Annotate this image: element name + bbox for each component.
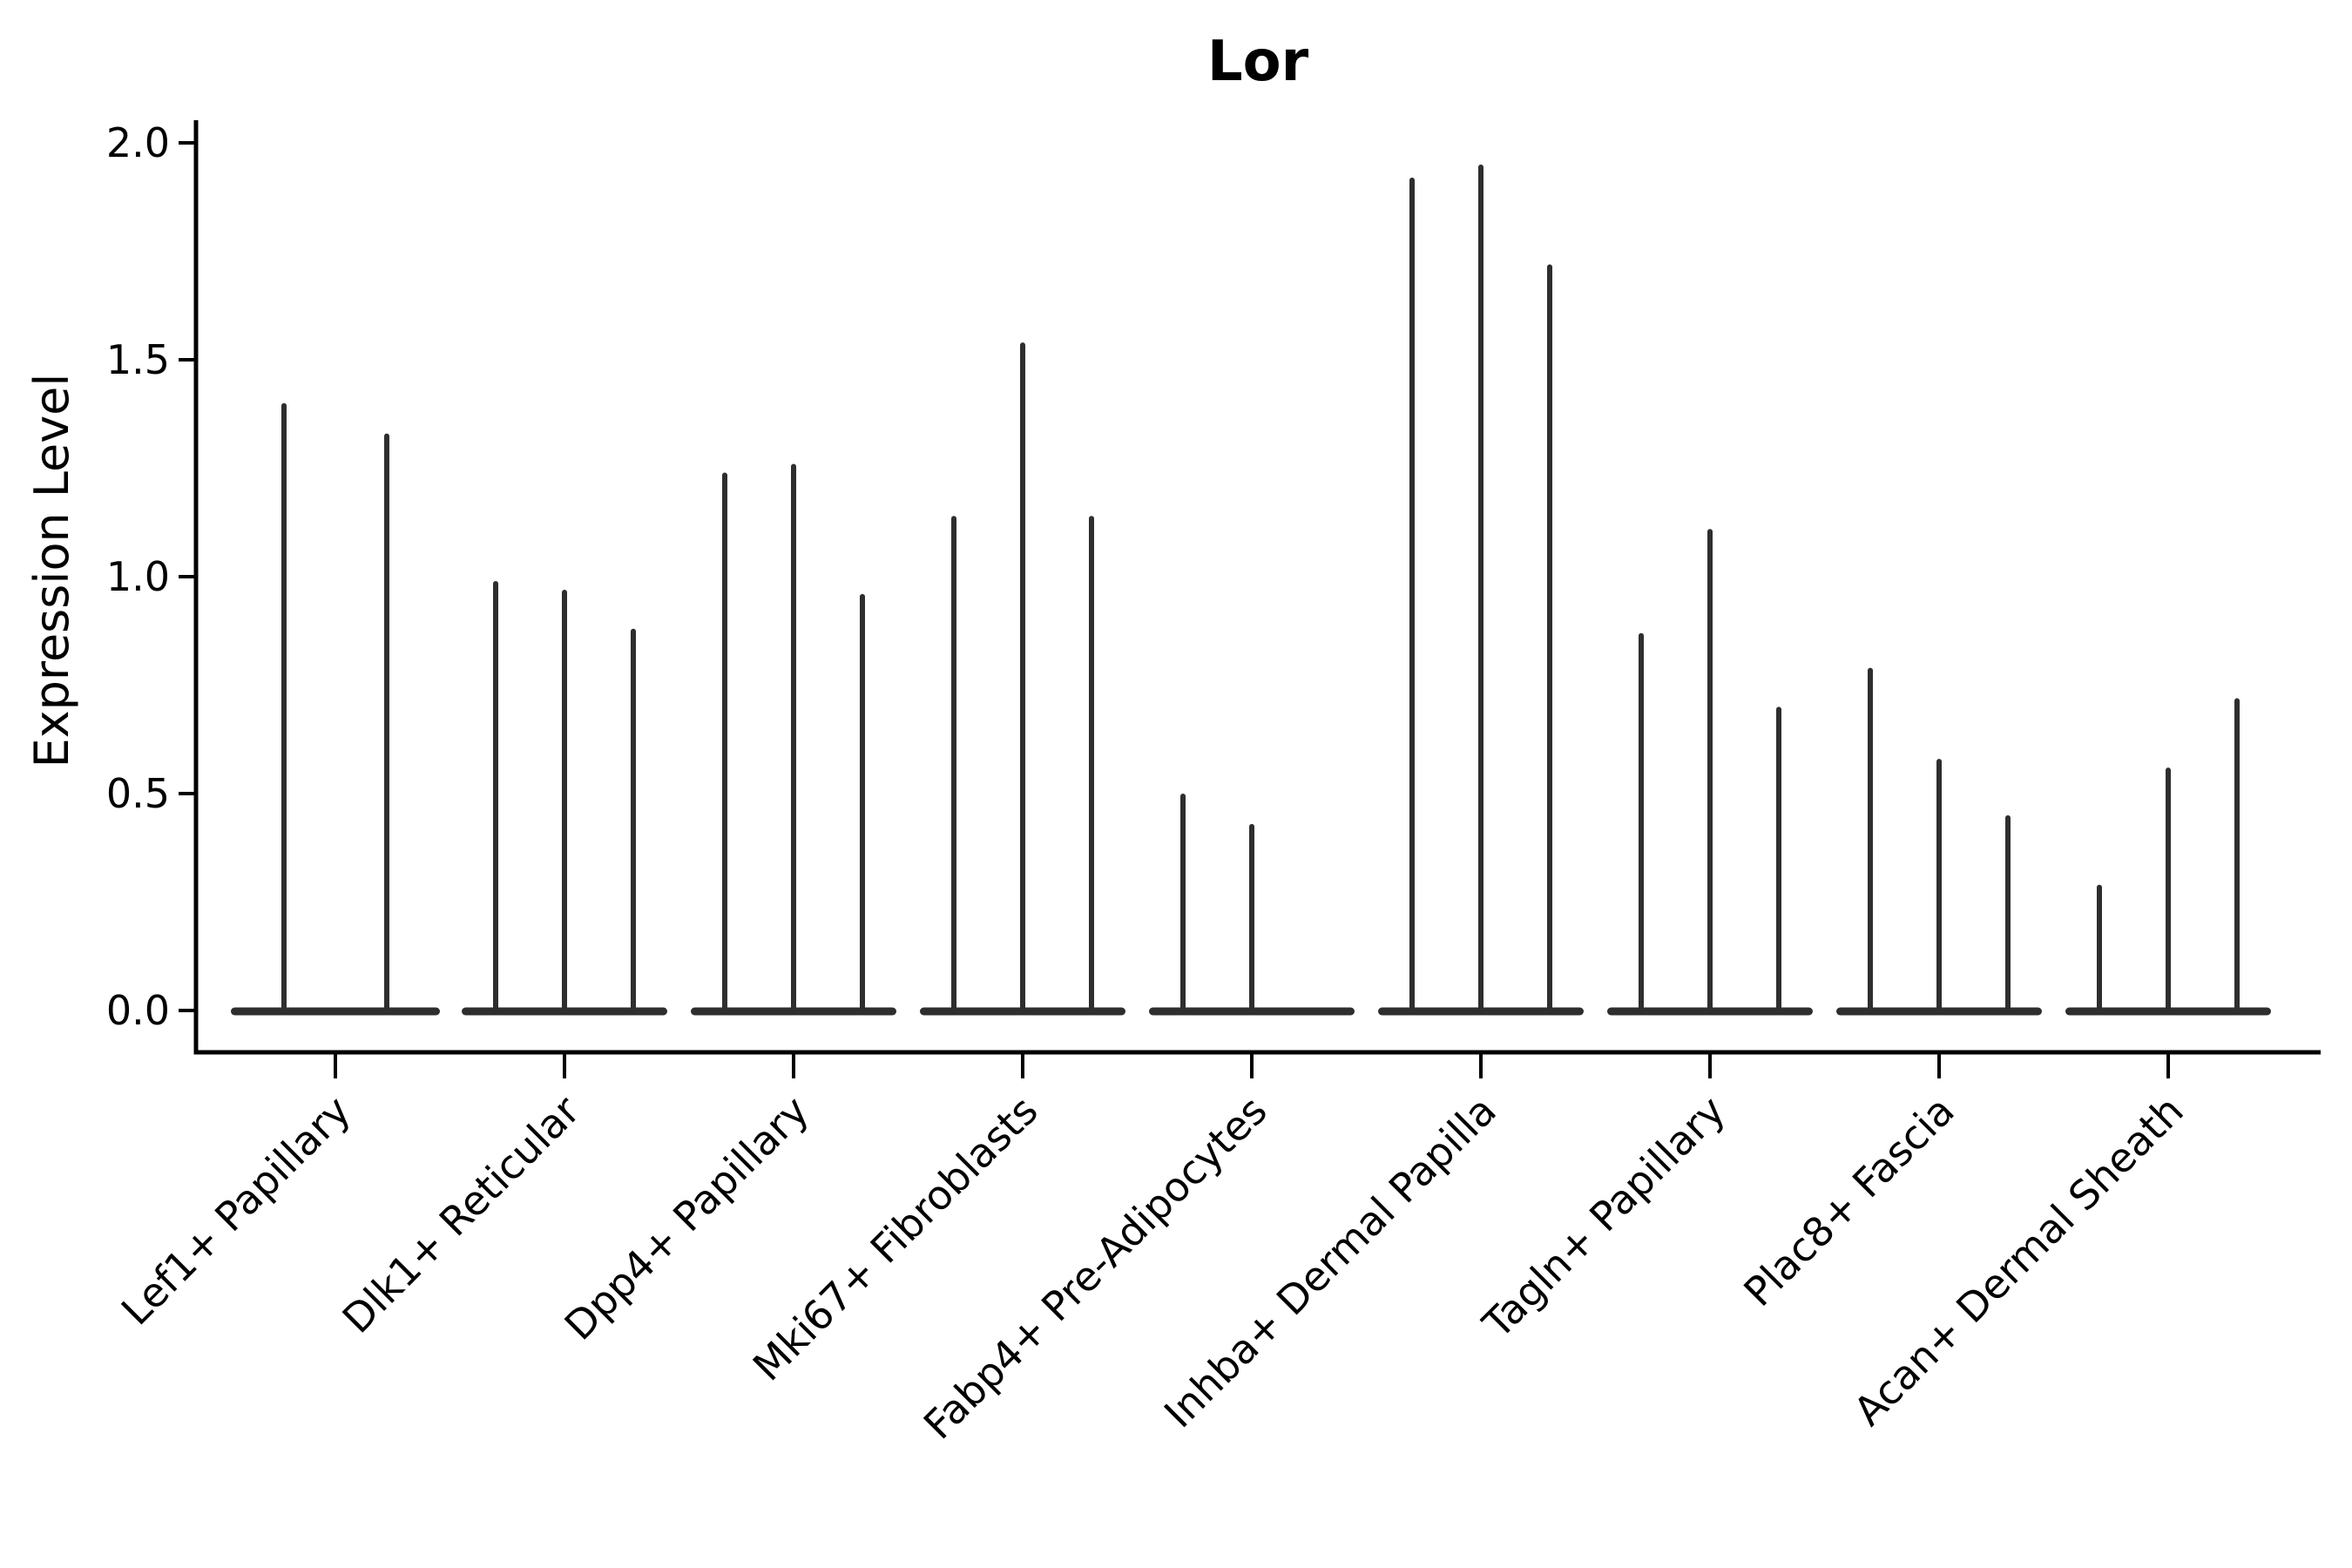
violin-spike — [1020, 342, 1025, 1013]
violin-spike — [1868, 667, 1873, 1012]
x-category-label: Tagln+ Papillary — [1473, 1087, 1734, 1348]
violin-spike — [951, 516, 956, 1012]
violin-spike — [1409, 177, 1415, 1013]
violin-spike — [493, 580, 498, 1012]
violin-spike — [2005, 814, 2011, 1012]
y-tick-label: 1.0 — [106, 553, 170, 600]
violin-spike — [1180, 794, 1186, 1012]
violin-spike — [722, 472, 727, 1012]
y-tick-label: 0.5 — [106, 770, 170, 817]
violin-spike — [1776, 706, 1781, 1012]
y-tick-label: 0.0 — [106, 987, 170, 1034]
x-category-label: Dpp4+ Papillary — [556, 1087, 818, 1349]
violin-spike — [1639, 632, 1644, 1012]
y-tick-label: 1.5 — [106, 336, 170, 383]
violin-spike — [2234, 698, 2240, 1012]
violins — [231, 164, 2271, 1016]
violin-spike — [1707, 529, 1713, 1012]
violin-spike — [1936, 759, 1942, 1012]
x-category-label: Plac8+ Fascia — [1734, 1087, 1963, 1315]
x-category-label: Lef1+ Papillary — [112, 1087, 360, 1335]
violin-spike — [2097, 884, 2102, 1012]
violin-spike — [1547, 264, 1552, 1012]
violin-spike — [860, 593, 865, 1012]
violin-spike — [2166, 767, 2171, 1012]
violin-spike — [562, 589, 567, 1012]
violin-spike — [1478, 164, 1484, 1012]
axes — [179, 120, 2321, 1078]
y-tick-label: 2.0 — [106, 119, 170, 166]
violin-spike — [791, 463, 796, 1012]
violin-spike — [281, 402, 287, 1012]
x-category-label: Dlk1+ Reticular — [334, 1087, 589, 1342]
violin-spike — [1249, 823, 1254, 1012]
violin-spike — [384, 433, 389, 1012]
chart-title: Lor — [1207, 30, 1309, 94]
y-axis-title: Expression Level — [24, 374, 79, 768]
violin-spike — [1089, 516, 1094, 1012]
violin-spike — [631, 628, 636, 1012]
violin-base — [231, 1007, 440, 1016]
